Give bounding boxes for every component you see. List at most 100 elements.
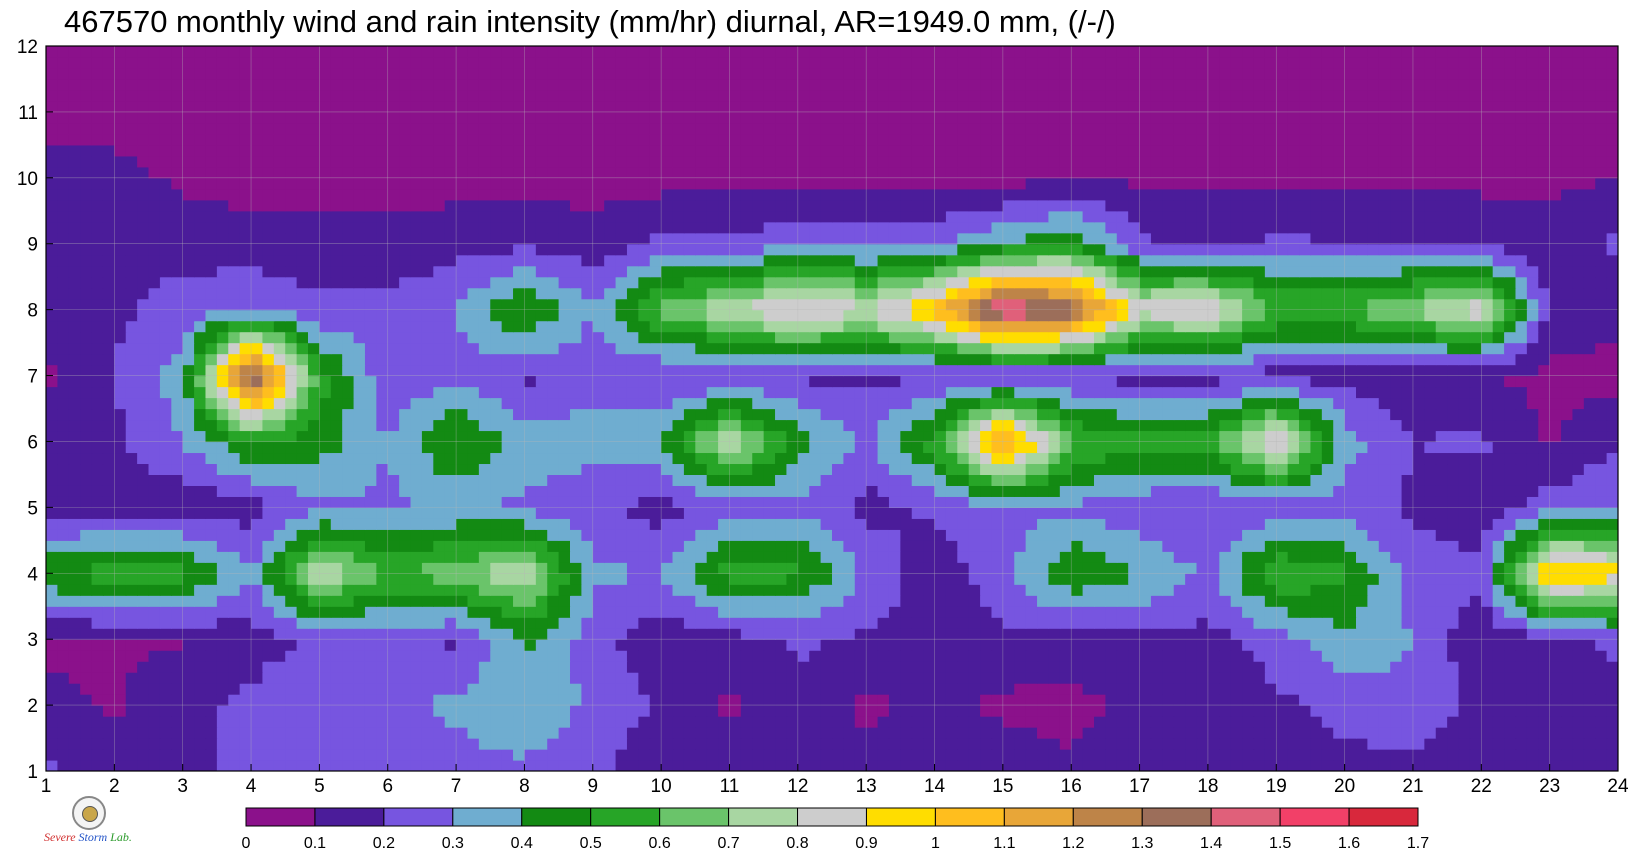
- heatmap-cell: [809, 573, 822, 585]
- heatmap-cell: [273, 485, 286, 497]
- heatmap-cell: [1014, 375, 1027, 388]
- heatmap-cell: [68, 573, 81, 585]
- heatmap-cell: [638, 661, 651, 673]
- heatmap-cell: [353, 738, 366, 750]
- heatmap-cell: [1447, 419, 1460, 432]
- heatmap-cell: [1299, 628, 1312, 640]
- heatmap-cell: [262, 738, 275, 750]
- heatmap-cell: [980, 507, 993, 519]
- heatmap-cell: [661, 694, 674, 706]
- heatmap-cell: [421, 650, 434, 662]
- heatmap-cell: [581, 727, 594, 739]
- heatmap-cell: [490, 716, 503, 728]
- heatmap-cell: [786, 419, 799, 432]
- heatmap-cell: [718, 760, 731, 771]
- heatmap-cell: [592, 661, 605, 673]
- heatmap-cell: [1219, 705, 1232, 717]
- heatmap-cell: [911, 386, 924, 399]
- heatmap-cell: [1082, 518, 1095, 530]
- heatmap-cell: [615, 639, 628, 651]
- heatmap-cell: [1526, 683, 1539, 695]
- heatmap-cell: [592, 551, 605, 563]
- heatmap-cell: [1367, 749, 1380, 761]
- heatmap-cell: [387, 694, 400, 706]
- heatmap-cell: [1037, 419, 1050, 432]
- heatmap-cell: [1116, 430, 1129, 443]
- heatmap-cell: [1253, 584, 1266, 596]
- heatmap-cell: [592, 562, 605, 574]
- heatmap-cell: [444, 375, 457, 388]
- heatmap-cell: [968, 430, 981, 443]
- heatmap-cell: [695, 485, 708, 497]
- heatmap-cell: [490, 474, 503, 486]
- heatmap-cell: [46, 727, 58, 739]
- heatmap-cell: [1561, 529, 1574, 541]
- heatmap-cell: [854, 419, 867, 432]
- heatmap-cell: [1116, 727, 1129, 739]
- heatmap-cell: [763, 408, 776, 421]
- heatmap-cell: [296, 474, 309, 486]
- heatmap-cell: [809, 749, 822, 761]
- heatmap-cell: [114, 551, 127, 563]
- heatmap-cell: [535, 749, 548, 761]
- heatmap-cell: [763, 573, 776, 585]
- heatmap-cell: [433, 507, 446, 519]
- heatmap-cell: [1264, 584, 1277, 596]
- heatmap-cell: [410, 760, 423, 771]
- heatmap-cell: [980, 573, 993, 585]
- heatmap-cell: [1071, 650, 1084, 662]
- heatmap-cell: [1412, 617, 1425, 629]
- heatmap-cell: [1276, 694, 1289, 706]
- heatmap-cell: [934, 617, 947, 629]
- heatmap-cell: [433, 628, 446, 640]
- heatmap-cell: [1162, 562, 1175, 574]
- heatmap-cell: [1071, 375, 1084, 388]
- heatmap-cell: [228, 562, 241, 574]
- heatmap-cell: [809, 595, 822, 607]
- heatmap-cell: [387, 386, 400, 399]
- heatmap-cell: [797, 419, 810, 432]
- heatmap-cell: [809, 397, 822, 410]
- heatmap-cell: [718, 419, 731, 432]
- heatmap-cell: [1219, 529, 1232, 541]
- heatmap-cell: [957, 540, 970, 552]
- heatmap-cell: [866, 496, 879, 508]
- heatmap-cell: [1185, 683, 1198, 695]
- heatmap-cell: [1207, 551, 1220, 563]
- heatmap-cell: [718, 551, 731, 563]
- heatmap-cell: [1253, 507, 1266, 519]
- heatmap-cell: [1242, 694, 1255, 706]
- heatmap-cell: [433, 496, 446, 508]
- heatmap-cell: [1150, 628, 1163, 640]
- heatmap-cell: [615, 650, 628, 662]
- heatmap-cell: [1606, 430, 1618, 443]
- heatmap-cell: [1424, 562, 1437, 574]
- heatmap-cell: [1196, 595, 1209, 607]
- heatmap-cell: [467, 628, 480, 640]
- heatmap-cell: [1367, 463, 1380, 475]
- heatmap-cell: [353, 430, 366, 443]
- heatmap-cell: [718, 573, 731, 585]
- heatmap-cell: [273, 397, 286, 410]
- heatmap-cell: [706, 650, 719, 662]
- heatmap-cell: [1264, 595, 1277, 607]
- heatmap-cell: [775, 650, 788, 662]
- heatmap-cell: [535, 375, 548, 388]
- heatmap-cell: [1344, 628, 1357, 640]
- heatmap-cell: [1515, 727, 1528, 739]
- heatmap-cell: [273, 496, 286, 508]
- heatmap-cell: [376, 562, 389, 574]
- heatmap-cell: [1606, 386, 1618, 399]
- heatmap-cell: [296, 507, 309, 519]
- heatmap-cell: [1447, 375, 1460, 388]
- heatmap-cell: [1253, 419, 1266, 432]
- heatmap-cell: [1253, 529, 1266, 541]
- heatmap-cell: [763, 694, 776, 706]
- heatmap-cell: [957, 617, 970, 629]
- heatmap-cell: [1583, 683, 1596, 695]
- heatmap-cell: [581, 463, 594, 475]
- heatmap-cell: [1572, 551, 1585, 563]
- heatmap-cell: [364, 672, 377, 684]
- heatmap-cell: [444, 650, 457, 662]
- heatmap-cell: [262, 705, 275, 717]
